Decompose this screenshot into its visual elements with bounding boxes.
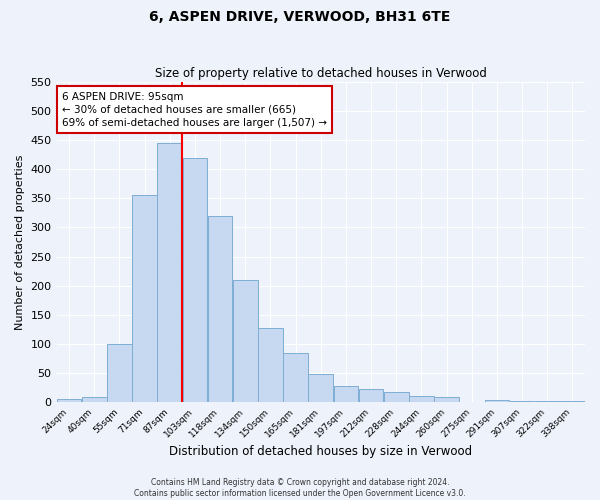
Text: 6 ASPEN DRIVE: 95sqm
← 30% of detached houses are smaller (665)
69% of semi-deta: 6 ASPEN DRIVE: 95sqm ← 30% of detached h…: [62, 92, 327, 128]
Bar: [560, 401, 585, 402]
Bar: [308, 374, 333, 402]
Bar: [409, 396, 434, 402]
Bar: [57, 399, 82, 402]
Bar: [157, 143, 182, 402]
Bar: [334, 386, 358, 402]
Bar: [434, 398, 459, 402]
Bar: [510, 401, 535, 402]
Bar: [107, 344, 132, 402]
Text: 6, ASPEN DRIVE, VERWOOD, BH31 6TE: 6, ASPEN DRIVE, VERWOOD, BH31 6TE: [149, 10, 451, 24]
Bar: [208, 216, 232, 402]
Bar: [359, 389, 383, 402]
Bar: [384, 392, 409, 402]
X-axis label: Distribution of detached houses by size in Verwood: Distribution of detached houses by size …: [169, 444, 472, 458]
Title: Size of property relative to detached houses in Verwood: Size of property relative to detached ho…: [155, 66, 487, 80]
Bar: [132, 196, 157, 402]
Bar: [485, 400, 509, 402]
Bar: [233, 280, 257, 402]
Y-axis label: Number of detached properties: Number of detached properties: [15, 154, 25, 330]
Bar: [82, 398, 107, 402]
Bar: [283, 352, 308, 402]
Bar: [258, 328, 283, 402]
Bar: [182, 158, 207, 402]
Text: Contains HM Land Registry data © Crown copyright and database right 2024.
Contai: Contains HM Land Registry data © Crown c…: [134, 478, 466, 498]
